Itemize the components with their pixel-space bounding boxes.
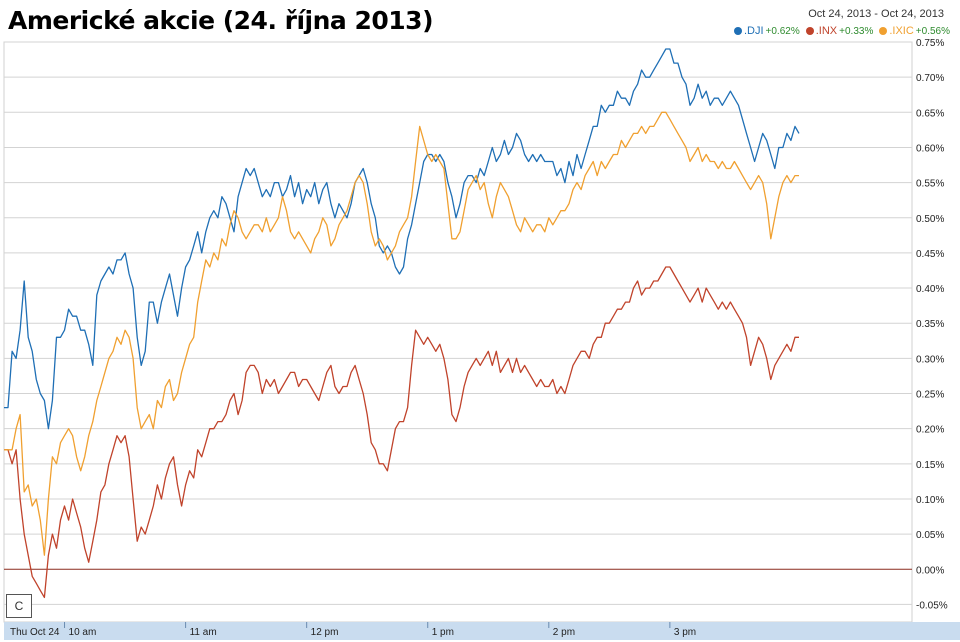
legend-label-ixic: .IXIC [889, 25, 914, 37]
y-tick-label: 0.15% [916, 460, 944, 471]
y-tick-label: 0.00% [916, 565, 944, 576]
plot-border [3, 41, 913, 623]
y-tick-label: 0.45% [916, 249, 944, 260]
legend-item-ixic[interactable]: .IXIC +0.56% [879, 25, 950, 37]
legend-item-dji[interactable]: .DJI +0.62% [733, 25, 800, 37]
cc-label: C [14, 599, 24, 613]
x-axis-tick-labels: Thu Oct 24 10 am 11 am 12 pm 1 pm 2 pm 3 pm [10, 622, 696, 638]
y-tick-label: 0.20% [916, 425, 944, 436]
gridlines [4, 41, 912, 605]
x-tick-label: Thu Oct 24 [10, 627, 60, 638]
date-range: Oct 24, 2013 - Oct 24, 2013 [808, 8, 944, 20]
page-title: Americké akcie (24. října 2013) [8, 6, 434, 35]
ixic-color-dot [879, 27, 888, 35]
series-lines [4, 48, 800, 599]
y-axis-tick-labels: -0.05% 0.00% 0.05% 0.10% 0.15% 0.20% 0.25% 0.30… [916, 38, 948, 611]
x-tick-label: 1 pm [432, 627, 454, 638]
y-tick-label: -0.05% [916, 600, 948, 611]
legend-change-ixic: +0.56% [915, 25, 950, 37]
y-tick-label: 0.60% [916, 143, 944, 154]
x-tick-label: 2 pm [553, 627, 575, 638]
y-tick-label: 0.05% [916, 530, 944, 541]
x-tick-label: 12 pm [311, 627, 339, 638]
x-tick-label: 10 am [69, 627, 97, 638]
legend-label-dji: .DJI [743, 25, 764, 37]
series-line-dji [4, 48, 800, 430]
x-tick-label: 3 pm [674, 627, 696, 638]
inx-color-dot [805, 27, 814, 35]
series-line-ixic [4, 111, 799, 556]
x-axis-bar [4, 622, 960, 640]
legend-change-dji: +0.62% [765, 25, 800, 37]
y-tick-label: 0.65% [916, 108, 944, 119]
legend-item-inx[interactable]: .INX +0.33% [805, 25, 874, 37]
legend-change-inx: +0.33% [839, 25, 874, 37]
x-tick-label: 11 am [190, 627, 217, 638]
closed-caption-icon[interactable]: C [6, 594, 32, 618]
legend: .DJI +0.62% .INX +0.33% .IXIC +0.56% [733, 25, 950, 37]
y-tick-label: 0.50% [916, 214, 944, 225]
legend-label-inx: .INX [815, 25, 838, 37]
series-line-inx [4, 266, 799, 599]
dji-color-dot [733, 27, 742, 35]
y-tick-label: 0.25% [916, 390, 944, 401]
y-tick-label: 0.30% [916, 354, 944, 365]
y-tick-label: 0.35% [916, 319, 944, 330]
y-tick-label: 0.70% [916, 73, 944, 84]
y-tick-label: 0.40% [916, 284, 944, 295]
y-tick-label: 0.10% [916, 495, 944, 506]
y-tick-label: 0.75% [916, 38, 944, 49]
y-tick-label: 0.55% [916, 179, 944, 190]
